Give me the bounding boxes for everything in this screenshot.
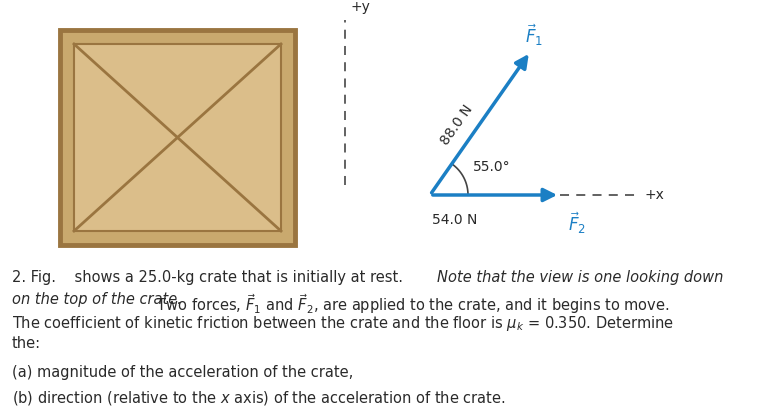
Text: (b) direction (relative to the $x$ axis) of the acceleration of the crate.: (b) direction (relative to the $x$ axis)… xyxy=(12,389,505,407)
Text: $\vec{F}_2$: $\vec{F}_2$ xyxy=(568,211,586,237)
Text: Note that the view is one looking down: Note that the view is one looking down xyxy=(437,270,723,285)
Text: Two forces, $\vec{F}_1$ and $\vec{F}_2$, are applied to the crate, and it begins: Two forces, $\vec{F}_1$ and $\vec{F}_2$,… xyxy=(152,292,670,316)
Text: $\vec{F}_1$: $\vec{F}_1$ xyxy=(525,22,544,48)
Bar xyxy=(74,44,281,231)
Text: 88.0 N: 88.0 N xyxy=(439,103,476,148)
Text: +y: +y xyxy=(350,0,370,14)
Text: 55.0°: 55.0° xyxy=(473,160,511,174)
Bar xyxy=(60,30,295,245)
Text: the:: the: xyxy=(12,336,41,351)
Text: 2. Fig.    shows a 25.0-kg crate that is initially at rest.: 2. Fig. shows a 25.0-kg crate that is in… xyxy=(12,270,408,285)
Text: +x: +x xyxy=(645,188,665,202)
Text: (a) magnitude of the acceleration of the crate,: (a) magnitude of the acceleration of the… xyxy=(12,365,353,379)
Text: on the top of the crate.: on the top of the crate. xyxy=(12,292,182,307)
Text: 54.0 N: 54.0 N xyxy=(432,213,478,227)
Text: The coefficient of kinetic friction between the crate and the floor is $\mu_k$ =: The coefficient of kinetic friction betw… xyxy=(12,314,674,333)
